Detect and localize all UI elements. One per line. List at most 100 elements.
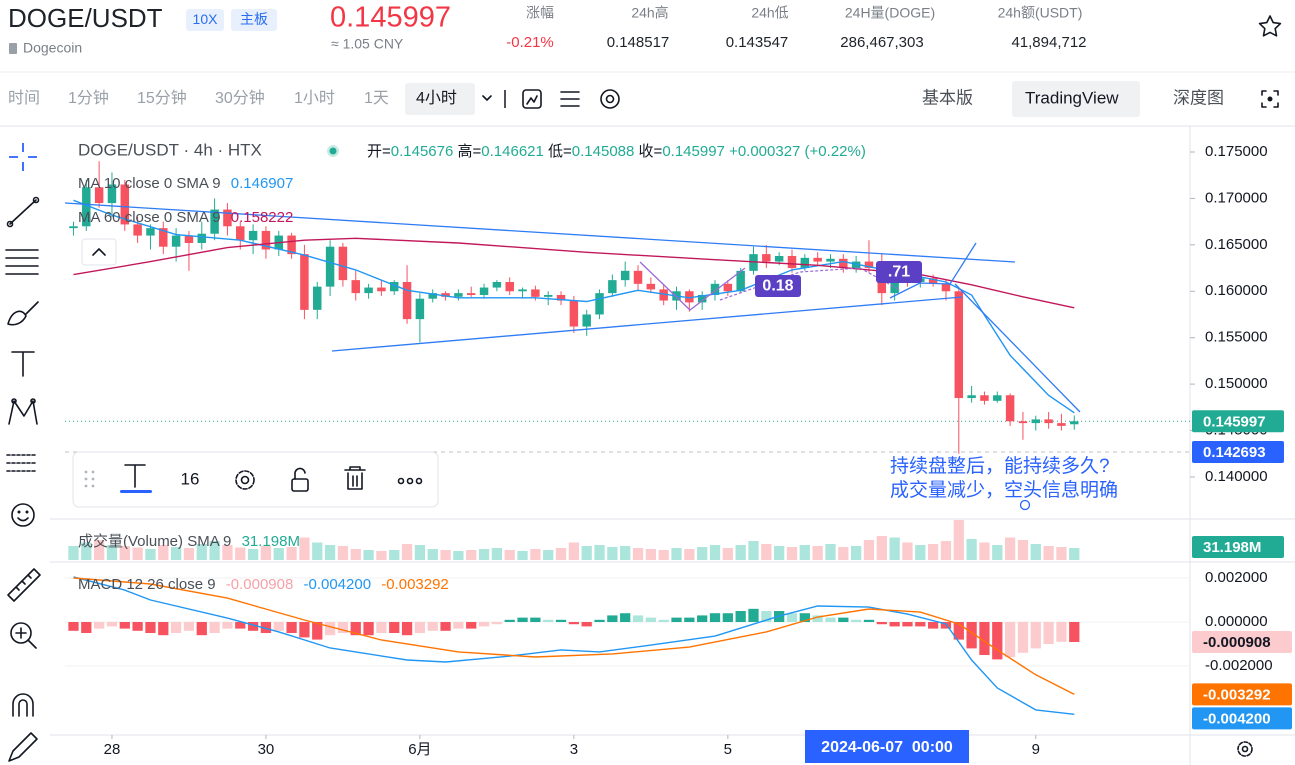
pencil-tool[interactable]	[8, 732, 38, 762]
candle-body	[569, 300, 579, 327]
interval[interactable]: 1小时	[294, 89, 335, 107]
macd-bar	[786, 613, 798, 623]
volume-bar	[966, 539, 977, 560]
macd-bar	[247, 622, 259, 631]
y-tick-label: -0.002000	[1205, 657, 1273, 674]
macd-bar	[158, 622, 169, 636]
ma-legend: MA 60 close 0 SMA 9 0.158222	[78, 209, 293, 226]
pattern-tool[interactable]	[8, 398, 38, 425]
font-size[interactable]: 16	[181, 469, 200, 488]
view-tab-selected[interactable]: TradingView	[1025, 88, 1119, 107]
candle-body	[620, 270, 630, 281]
macd-bar	[273, 622, 284, 631]
volume-bar	[581, 546, 592, 560]
interval[interactable]: 15分钟	[137, 89, 187, 107]
note-text[interactable]: 持续盘整后，能持续多久?	[890, 455, 1110, 477]
lock-button[interactable]	[291, 467, 309, 492]
zoom-tool[interactable]	[10, 622, 37, 649]
forecast-tool[interactable]	[6, 454, 38, 472]
macd-bar	[748, 608, 759, 623]
interval[interactable]: 30分钟	[215, 89, 265, 107]
crosshair-tool[interactable]	[9, 143, 37, 171]
text-style-button[interactable]	[120, 464, 152, 493]
volume-bar	[363, 550, 374, 560]
delete-button[interactable]	[344, 466, 366, 490]
label-box[interactable]	[876, 261, 922, 283]
candle-body	[466, 293, 476, 295]
chart-settings-icon[interactable]	[1237, 741, 1253, 757]
macd-hist-tag: -0.000908	[1203, 634, 1271, 651]
volume-bar	[992, 545, 1003, 560]
view-tab[interactable]: 深度图	[1173, 88, 1224, 107]
macd-hist-tag-bg	[1192, 630, 1292, 653]
macd-bar	[170, 622, 182, 634]
y-tick-label: 0.160000	[1205, 282, 1268, 299]
macd-bar	[517, 617, 528, 623]
macd-bar	[427, 622, 438, 631]
macd-legend: MACD 12 26 close 9 -0.000908 -0.004200 -…	[78, 576, 449, 593]
interval[interactable]: 1天	[364, 90, 389, 107]
indicator-icon[interactable]	[522, 89, 542, 109]
fullscreen-icon[interactable]	[1261, 90, 1279, 108]
volume-bar	[851, 546, 862, 560]
macd-bar	[1030, 622, 1041, 649]
ohlc-value: 0.145997	[662, 143, 725, 160]
macd-bar	[761, 611, 772, 623]
macd-bar	[1056, 622, 1067, 642]
more-button[interactable]	[397, 477, 423, 485]
text-tool[interactable]	[11, 351, 35, 377]
dropdown-icon[interactable]	[482, 95, 492, 101]
settings-list-icon[interactable]	[560, 91, 580, 107]
drag-handle[interactable]	[84, 470, 95, 488]
note-text[interactable]: 成交量减少，空头信息明确	[890, 479, 1118, 501]
magnet-tool[interactable]	[12, 693, 34, 717]
settings-button[interactable]	[235, 470, 255, 490]
interval[interactable]: 1分钟	[68, 89, 109, 107]
ma-name: MA 10 close 0 SMA 9	[78, 175, 221, 192]
volume-bar	[247, 549, 259, 560]
macd-dea-tag-bg	[1192, 683, 1292, 706]
measure-tool[interactable]	[7, 568, 41, 602]
pattern-line[interactable]	[639, 261, 746, 311]
trendline[interactable]	[64, 202, 1016, 263]
label-box[interactable]	[755, 275, 801, 297]
leverage-badge[interactable]	[186, 9, 224, 31]
pattern-line[interactable]	[719, 267, 901, 301]
macd-bar	[915, 622, 926, 627]
coin-icon	[9, 43, 17, 54]
candle-body	[390, 281, 399, 292]
volume-bar	[119, 546, 130, 560]
macd-bar	[299, 622, 310, 638]
volume-tag: 31.198M	[1203, 539, 1261, 556]
ma-name: MA 60 close 0 SMA 9	[78, 209, 221, 226]
emoji-tool[interactable]	[11, 503, 35, 527]
trendline-tool[interactable]	[6, 196, 40, 228]
note-handle[interactable]	[1019, 499, 1031, 511]
volume-bar	[709, 545, 721, 560]
macd-bar	[979, 622, 990, 655]
macd-bar	[555, 619, 567, 623]
macd-bar	[799, 613, 810, 623]
candle-body	[518, 289, 527, 292]
candle-body	[402, 281, 412, 320]
view-tab[interactable]: 基本版	[922, 88, 973, 107]
favorite-star[interactable]	[1258, 15, 1282, 37]
volume-bar	[697, 547, 708, 560]
trendline[interactable]	[331, 296, 963, 352]
fib-tool[interactable]	[5, 249, 39, 275]
macd-bar	[376, 622, 387, 634]
candle-body	[351, 280, 360, 294]
trendline[interactable]	[954, 283, 1081, 413]
interval-selected[interactable]: 4小时	[416, 89, 457, 107]
collapse-button[interactable]	[81, 238, 117, 266]
volume-bar	[196, 544, 207, 560]
candle-body	[543, 294, 553, 297]
macd-bar	[119, 622, 130, 629]
interval[interactable]: 时间	[8, 89, 40, 107]
stat-value: -0.21%	[506, 34, 554, 51]
macd-bar	[594, 619, 605, 623]
projection-line[interactable]	[889, 242, 977, 299]
camera-icon[interactable]	[600, 89, 620, 109]
brush-tool[interactable]	[7, 301, 39, 326]
volume-bar	[812, 546, 823, 560]
